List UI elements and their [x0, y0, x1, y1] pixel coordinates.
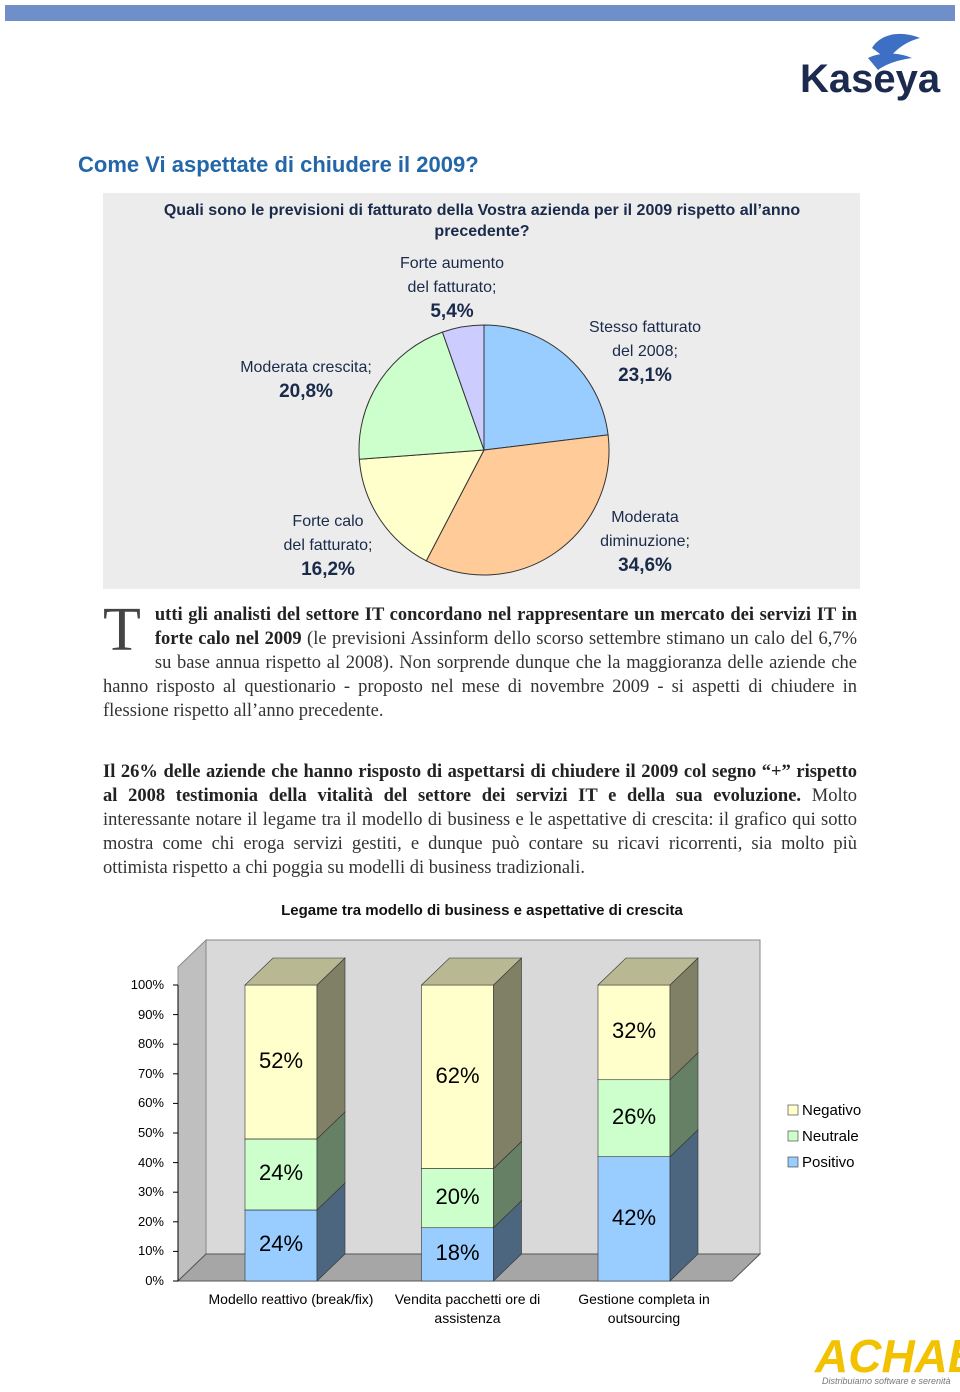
bar-segment — [244, 984, 318, 1140]
value-label: 18% — [435, 1240, 480, 1266]
pie-slice — [483, 324, 609, 451]
bar-segment — [597, 984, 671, 1081]
x-tick-label: Vendita pacchetti ore di assistenza — [394, 1291, 541, 1326]
pie-label: Moderata crescita; 20,8% — [221, 356, 391, 404]
pie-value-label: 23,1% — [618, 365, 672, 386]
value-label: 24% — [258, 1160, 304, 1186]
bar-segment — [597, 1079, 671, 1157]
drop-cap: T — [103, 596, 141, 664]
bar-segment-top — [597, 957, 699, 986]
bar-segment — [421, 1168, 494, 1229]
pie-slice — [358, 331, 485, 460]
paragraph-text: (le previsioni Assinform dello scorso se… — [103, 629, 857, 721]
y-tick-label: 90% — [137, 1006, 164, 1022]
paragraph-text: Molto interessante notare il legame tra … — [103, 786, 858, 878]
kaseya-logo: Kaseya — [800, 57, 941, 101]
pie-value-label: 34,6% — [618, 555, 672, 576]
pie-title: Quali sono le previsioni di fatturato de… — [163, 202, 801, 240]
bar-segment-side — [316, 957, 346, 1140]
value-label: 32% — [611, 1018, 657, 1044]
value-label: 42% — [611, 1204, 657, 1230]
pie-label: Moderata diminuzione; 34,6% — [570, 506, 720, 578]
y-tick-label: 80% — [137, 1036, 164, 1052]
pie-slice — [425, 434, 610, 576]
pie-label: Forte calo del fatturato; 16,2% — [253, 510, 403, 582]
pie-category: Moderata crescita; — [240, 359, 372, 376]
bar-segment-top — [244, 957, 346, 986]
value-label: 26% — [611, 1104, 657, 1130]
bar-segment-side — [493, 957, 522, 1170]
value-label: 62% — [435, 1062, 480, 1088]
paragraph: Il 26% delle aziende che hanno risposto … — [103, 760, 857, 880]
legend-label: Negativo — [802, 1102, 862, 1119]
pie-value-label: 5,4% — [430, 301, 474, 322]
y-tick-label: 40% — [137, 1154, 164, 1170]
y-tick-label: 50% — [137, 1125, 164, 1140]
pie-slice — [358, 449, 485, 562]
paragraph-bold: utti gli analisti del settore IT concord… — [154, 605, 857, 649]
pie-category: Stesso fatturato del 2008; — [588, 319, 702, 360]
bar-segment-top — [420, 957, 523, 986]
pie-slice — [441, 324, 485, 451]
pie-label: Forte aumento del fatturato; 5,4% — [377, 252, 527, 324]
x-tick-label: Gestione completa in outsourcing — [578, 1291, 710, 1326]
pie-category: Forte calo del fatturato; — [283, 513, 373, 554]
value-label: 20% — [435, 1184, 480, 1210]
achab-logo: ACHAB — [814, 1330, 960, 1382]
pie-label: Stesso fatturato del 2008; 23,1% — [570, 316, 720, 388]
pie-category: Moderata diminuzione; — [600, 509, 690, 550]
legend-swatch — [787, 1156, 799, 1168]
kaseya-icon — [868, 33, 920, 70]
achab-tagline: Distribuiamo software e serenità — [822, 1376, 951, 1386]
pie-value-label: 20,8% — [279, 381, 333, 402]
top-bar — [5, 5, 955, 21]
legend-label: Positivo — [802, 1154, 855, 1171]
x-tick-label: Modello reattivo (break/fix) — [208, 1291, 374, 1307]
bar-segment — [244, 1138, 318, 1211]
y-tick-label: 10% — [137, 1243, 164, 1259]
y-tick-label: 100% — [130, 977, 164, 992]
bar-segment — [244, 1209, 318, 1282]
pie-value-label: 16,2% — [301, 559, 355, 580]
side-wall — [177, 938, 207, 1283]
bar-segment — [597, 1156, 671, 1282]
heading: Come Vi aspettate di chiudere il 2009? — [78, 152, 479, 177]
value-label: 24% — [258, 1231, 304, 1257]
pie-category: Forte aumento del fatturato; — [399, 255, 505, 296]
legend-label: Neutrale — [802, 1128, 859, 1145]
paragraph-bold: Il 26% delle aziende che hanno risposto … — [103, 762, 857, 806]
bar-segment — [421, 1227, 494, 1282]
bar-chart-title: Legame tra modello di business e aspetta… — [281, 902, 683, 919]
y-tick-label: 20% — [137, 1213, 164, 1229]
legend-swatch — [787, 1104, 799, 1116]
y-tick-label: 30% — [137, 1184, 164, 1200]
y-tick-label: 70% — [137, 1065, 164, 1081]
legend-swatch — [787, 1130, 799, 1142]
value-label: 52% — [258, 1047, 304, 1073]
y-tick-label: 60% — [137, 1095, 164, 1111]
y-tick-label: 0% — [145, 1273, 164, 1288]
